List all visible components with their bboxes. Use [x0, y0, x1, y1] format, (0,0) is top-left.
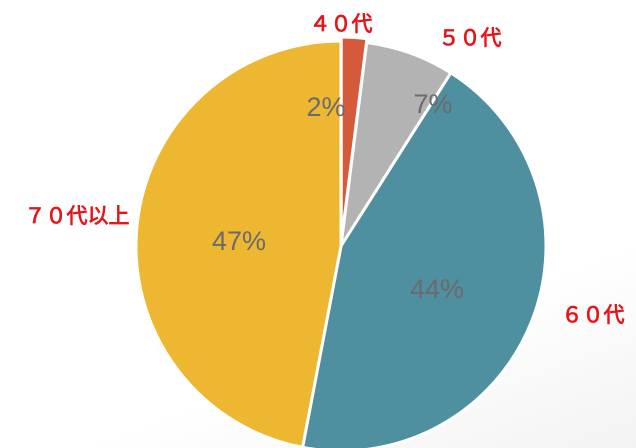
pie-category-label: ６０代 [562, 303, 625, 327]
pie-percent-label: 44% [410, 274, 464, 304]
pie-slice-4 [134, 39, 343, 448]
pie-percent-label: 2% [306, 92, 345, 122]
pie-category-label: ４０代 [310, 12, 373, 36]
pie-slices [134, 35, 548, 448]
pie-labels: 2% ４０代 7% ５０代 44% ６０代 47% ７０代以上 [25, 12, 625, 327]
pie-percent-label: 47% [212, 226, 266, 256]
pie-percent-label: 7% [413, 89, 452, 119]
pie-slice-3 [301, 71, 548, 448]
pie-category-label: ７０代以上 [25, 204, 130, 228]
pie-category-label: ５０代 [439, 26, 502, 50]
